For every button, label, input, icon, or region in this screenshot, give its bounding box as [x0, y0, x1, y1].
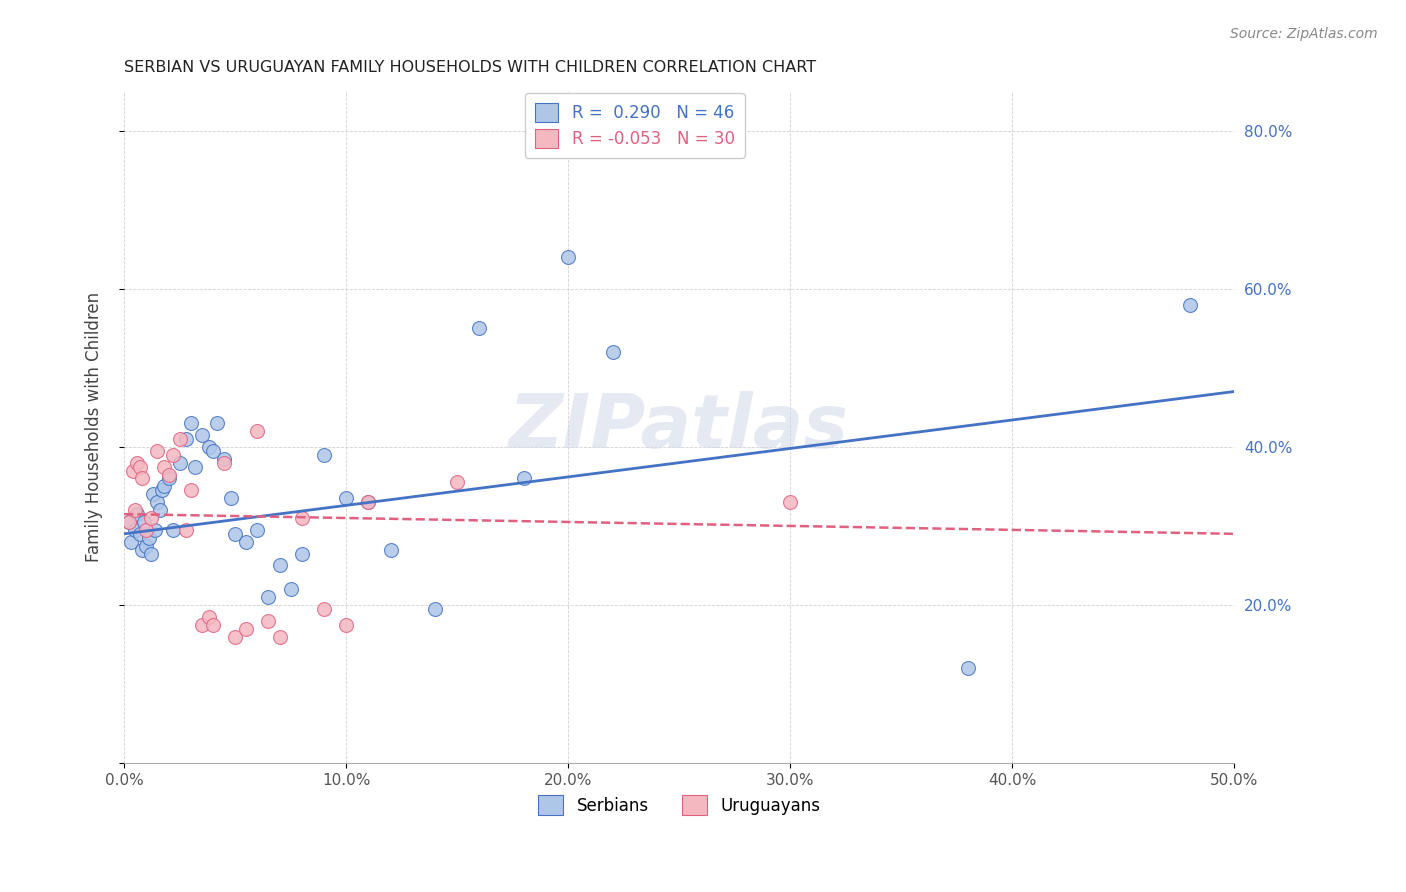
Point [169, 456, 191, 470]
Point [180, 483, 202, 498]
Point [162, 523, 184, 537]
Point [120, 534, 142, 549]
Legend: Serbians, Uruguayans: Serbians, Uruguayans [531, 789, 827, 822]
Point [513, 471, 536, 485]
Point [139, 511, 162, 525]
Point [257, 614, 280, 628]
Point [124, 523, 146, 537]
Point [423, 602, 446, 616]
Point [122, 464, 145, 478]
Point [128, 526, 150, 541]
Point [335, 617, 357, 632]
Point [153, 479, 176, 493]
Point [191, 617, 214, 632]
Point [602, 345, 624, 359]
Point [207, 416, 229, 430]
Point [235, 534, 257, 549]
Text: Source: ZipAtlas.com: Source: ZipAtlas.com [1230, 27, 1378, 41]
Point [197, 610, 219, 624]
Point [142, 487, 165, 501]
Point [956, 661, 979, 675]
Point [291, 547, 314, 561]
Point [150, 483, 173, 498]
Point [149, 503, 172, 517]
Point [146, 443, 169, 458]
Point [157, 471, 180, 485]
Point [117, 515, 139, 529]
Point [246, 424, 269, 438]
Y-axis label: Family Households with Children: Family Households with Children [86, 292, 103, 562]
Point [128, 459, 150, 474]
Point [357, 495, 380, 509]
Point [235, 622, 257, 636]
Text: ZIPatlas: ZIPatlas [509, 391, 849, 464]
Point [357, 495, 380, 509]
Point [153, 459, 176, 474]
Point [180, 416, 202, 430]
Point [127, 456, 149, 470]
Point [162, 448, 184, 462]
Point [135, 523, 157, 537]
Point [212, 456, 235, 470]
Point [446, 475, 468, 490]
Point [176, 432, 198, 446]
Point [138, 531, 160, 545]
Point [291, 511, 314, 525]
Point [335, 491, 357, 506]
Point [135, 539, 157, 553]
Text: SERBIAN VS URUGUAYAN FAMILY HOUSEHOLDS WITH CHILDREN CORRELATION CHART: SERBIAN VS URUGUAYAN FAMILY HOUSEHOLDS W… [124, 60, 817, 75]
Point [197, 440, 219, 454]
Point [131, 542, 153, 557]
Point [269, 558, 291, 573]
Point [224, 526, 246, 541]
Point [257, 590, 280, 604]
Point [557, 250, 579, 264]
Point [269, 630, 291, 644]
Point [779, 495, 801, 509]
Point [468, 321, 491, 335]
Point [143, 523, 166, 537]
Point [184, 459, 207, 474]
Point [139, 547, 162, 561]
Point [380, 542, 402, 557]
Point [124, 503, 146, 517]
Point [280, 582, 302, 597]
Point [127, 507, 149, 521]
Point [169, 432, 191, 446]
Point [219, 491, 242, 506]
Point [146, 495, 169, 509]
Point [312, 448, 335, 462]
Point [312, 602, 335, 616]
Point [224, 630, 246, 644]
Point [134, 515, 156, 529]
Point [117, 515, 139, 529]
Point [201, 617, 224, 632]
Point [191, 428, 214, 442]
Point [176, 523, 198, 537]
Point [212, 451, 235, 466]
Point [246, 523, 269, 537]
Point [1178, 297, 1201, 311]
Point [131, 471, 153, 485]
Point [157, 467, 180, 482]
Point [201, 443, 224, 458]
